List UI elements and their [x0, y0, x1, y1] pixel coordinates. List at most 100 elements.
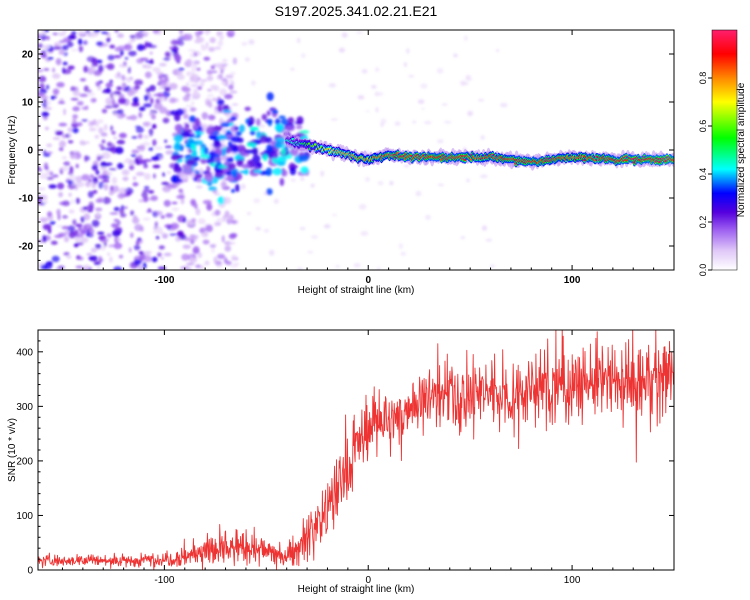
noise-speckle	[88, 127, 97, 132]
noise-speckle	[134, 259, 142, 265]
transition-blob	[289, 167, 297, 176]
transition-blob	[249, 130, 256, 136]
noise-speckle	[129, 35, 136, 39]
noise-speckle	[193, 245, 200, 253]
transition-blob	[281, 169, 288, 177]
noise-speckle	[83, 264, 90, 270]
noise-speckle	[42, 223, 52, 231]
noise-speckle	[49, 171, 54, 176]
noise-speckle	[75, 197, 81, 204]
noise-speckle	[220, 181, 227, 188]
noise-speckle	[95, 211, 100, 218]
noise-speckle	[62, 68, 72, 75]
transition-blob	[181, 127, 189, 131]
noise-speckle	[466, 178, 470, 183]
noise-speckle	[268, 249, 275, 256]
noise-speckle	[151, 124, 157, 129]
transition-blob	[173, 143, 182, 151]
noise-speckle	[44, 200, 48, 204]
noise-speckle	[437, 139, 444, 144]
transition-blob	[203, 147, 209, 156]
noise-speckle	[177, 69, 183, 75]
noise-speckle	[58, 140, 67, 148]
noise-speckle	[118, 132, 127, 139]
noise-speckle	[169, 233, 178, 236]
noise-speckle	[121, 74, 126, 81]
transition-blob	[262, 154, 269, 162]
noise-speckle	[66, 255, 72, 259]
noise-speckle	[462, 81, 469, 86]
noise-speckle	[123, 43, 133, 51]
noise-speckle	[119, 48, 124, 56]
noise-speckle	[441, 103, 448, 106]
transition-blob	[193, 131, 205, 135]
noise-speckle	[160, 81, 168, 88]
noise-speckle	[290, 178, 296, 182]
noise-speckle	[72, 219, 77, 226]
transition-blob	[252, 154, 261, 163]
noise-speckle	[84, 30, 91, 34]
noise-speckle	[76, 101, 84, 106]
noise-speckle	[219, 64, 226, 72]
noise-speckle	[159, 62, 167, 67]
noise-speckle	[63, 108, 67, 116]
noise-speckle	[195, 207, 201, 216]
noise-speckle	[221, 235, 225, 243]
transition-blob	[267, 118, 273, 127]
noise-speckle	[121, 169, 130, 176]
noise-speckle	[201, 112, 208, 120]
y-tick-label: 0	[27, 566, 33, 577]
snr-ticks: -100 0 100 0 100 200 300 400	[16, 329, 675, 586]
noise-speckle	[43, 44, 50, 50]
noise-speckle	[200, 79, 208, 82]
noise-speckle	[116, 237, 122, 242]
noise-speckle	[109, 212, 119, 215]
noise-speckle	[191, 92, 201, 96]
y-tick-label: -20	[19, 242, 34, 253]
noise-speckle	[50, 240, 58, 245]
noise-speckle	[95, 168, 99, 175]
noise-speckle	[490, 264, 495, 268]
noise-speckle	[151, 156, 159, 161]
transition-blob	[236, 144, 246, 151]
noise-speckle	[113, 266, 123, 270]
noise-speckle	[79, 78, 87, 82]
noise-speckle	[357, 95, 365, 100]
noise-speckle	[88, 33, 98, 38]
transition-blob	[298, 154, 309, 162]
noise-speckle	[231, 220, 237, 224]
noise-speckle	[109, 44, 115, 49]
transition-blob	[220, 122, 230, 128]
noise-speckle	[101, 108, 108, 114]
noise-speckle	[93, 30, 101, 33]
noise-speckle	[43, 98, 47, 103]
noise-speckle	[171, 201, 178, 205]
noise-speckle	[152, 173, 157, 179]
noise-speckle	[111, 176, 118, 185]
noise-speckle	[215, 75, 224, 80]
noise-speckle	[122, 176, 129, 181]
noise-speckle	[209, 37, 216, 44]
noise-speckle	[114, 30, 119, 33]
noise-speckle	[131, 149, 140, 154]
noise-speckle	[403, 164, 410, 168]
noise-speckle	[437, 183, 445, 187]
transition-blob	[253, 169, 262, 173]
noise-speckle	[107, 54, 115, 61]
noise-speckle	[144, 94, 149, 102]
transition-blob	[206, 126, 215, 135]
noise-speckle	[149, 51, 153, 55]
noise-speckle	[106, 141, 113, 147]
noise-speckle	[335, 265, 341, 268]
noise-speckle	[51, 255, 60, 263]
noise-speckle	[180, 174, 190, 180]
noise-speckle	[78, 226, 83, 231]
noise-speckle	[164, 145, 173, 149]
noise-speckle	[142, 262, 147, 270]
noise-speckle	[66, 41, 74, 48]
noise-speckle	[128, 159, 136, 166]
noise-speckle	[163, 199, 171, 207]
noise-speckle	[128, 165, 135, 171]
noise-speckle	[44, 166, 49, 170]
